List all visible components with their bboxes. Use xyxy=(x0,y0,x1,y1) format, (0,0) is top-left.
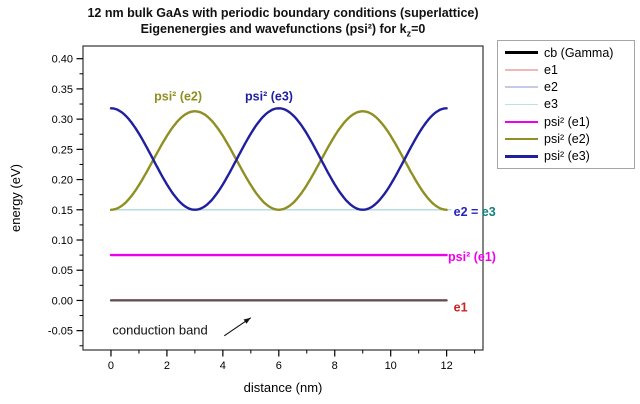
legend-item-psi-e3: psi² (e3) xyxy=(505,148,632,164)
legend-item-psi-e1: psi² (e1) xyxy=(505,114,632,130)
y-tick-label: 0.05 xyxy=(52,265,73,277)
legend-line-sample xyxy=(505,155,538,158)
annotation-e1-label: e1 xyxy=(454,301,468,315)
series-psi-e2 xyxy=(109,110,448,211)
y-tick-label: -0.05 xyxy=(48,326,73,338)
legend-line-sample xyxy=(505,103,538,106)
legend-line-sample xyxy=(505,51,538,54)
y-tick-label: 0.15 xyxy=(52,205,73,217)
chart-title-line2: Eigenenergies and wavefunctions (psi²) f… xyxy=(63,21,503,42)
legend-item-e2: e2 xyxy=(505,79,632,95)
x-tick-label: 6 xyxy=(276,360,282,372)
x-tick-label: 0 xyxy=(108,360,114,372)
x-axis-label: distance (nm) xyxy=(244,380,323,395)
chart-title-line1: 12 nm bulk GaAs with periodic boundary c… xyxy=(87,6,479,20)
annotation-psi2-e3-label: psi² (e3) xyxy=(245,90,293,104)
legend-label: e3 xyxy=(544,97,558,112)
legend-label: cb (Gamma) xyxy=(544,45,614,60)
y-tick-label: 0.40 xyxy=(52,54,73,66)
annotation-conduction-band-arrow-head xyxy=(243,317,251,324)
legend-label: psi² (e1) xyxy=(544,114,590,129)
y-tick-label: 0.10 xyxy=(52,235,73,247)
y-tick-label: 0.20 xyxy=(52,175,73,187)
chart-title: 12 nm bulk GaAs with periodic boundary c… xyxy=(63,5,503,42)
chart-title-line2-post: =0 xyxy=(411,22,426,36)
x-tick-label: 8 xyxy=(332,360,338,372)
plot-frame xyxy=(82,45,484,351)
x-tick-label: 10 xyxy=(385,360,397,372)
legend-label: psi² (e2) xyxy=(544,132,590,147)
y-tick-label: 0.35 xyxy=(52,84,73,96)
series-psi-e3 xyxy=(109,107,448,211)
kz-subscript: z xyxy=(406,28,412,39)
legend-line-sample xyxy=(505,137,538,141)
legend-label: e1 xyxy=(544,62,558,77)
legend-line-sample xyxy=(505,86,538,88)
annotation-psi2-e1-label: psi² (e1) xyxy=(448,250,496,264)
legend-line-sample xyxy=(505,120,538,124)
x-tick-label: 12 xyxy=(441,360,453,372)
x-tick-label: 4 xyxy=(220,360,226,372)
legend: cb (Gamma) e1 e2 e3 psi² (e1) psi² (e2) psi² (… xyxy=(497,40,635,169)
legend-label: psi² (e3) xyxy=(544,149,590,164)
legend-label: e2 xyxy=(544,80,558,95)
chart-title-line2-pre: Eigenenergies and wavefunctions (psi²) f… xyxy=(140,22,407,36)
y-axis-label: energy (eV) xyxy=(8,164,23,232)
legend-line-sample xyxy=(505,69,538,71)
legend-item-e1: e1 xyxy=(505,62,632,78)
annotation-e2-e3-label: e2 = e3 xyxy=(454,205,496,219)
x-tick-label: 2 xyxy=(164,360,170,372)
y-tick-label: 0.30 xyxy=(52,114,73,126)
annotation-conduction-band-label: conduction band xyxy=(112,323,207,338)
annotation-psi2-e2-label: psi² (e2) xyxy=(154,90,202,104)
legend-item-psi-e2: psi² (e2) xyxy=(505,131,632,147)
y-tick-label: 0.00 xyxy=(52,295,73,307)
legend-item-e3: e3 xyxy=(505,96,632,112)
y-tick-label: 0.25 xyxy=(52,144,73,156)
legend-item-cb-gamma: cb (Gamma) xyxy=(505,45,632,61)
